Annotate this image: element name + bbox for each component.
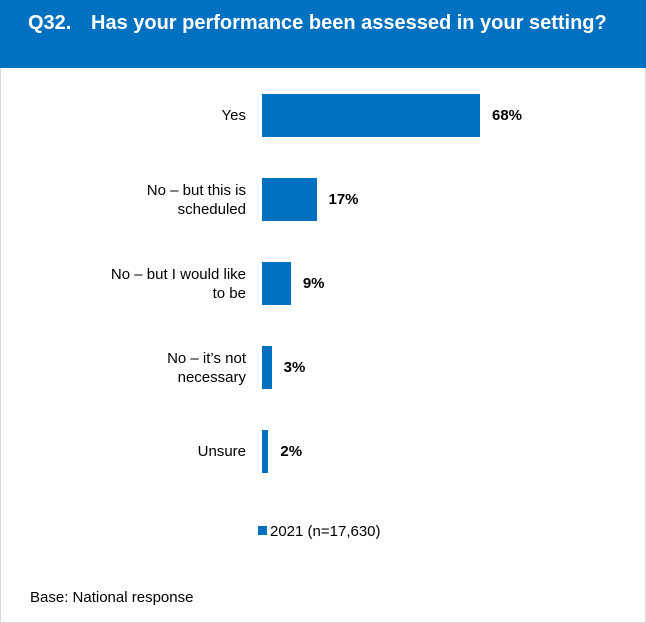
bar-4 (262, 346, 272, 389)
data-label-1: 68% (492, 106, 523, 124)
question-title: Q32. Has your performance been assessed … (28, 11, 618, 35)
legend-label: 2021 (n=17,630) (270, 523, 381, 540)
category-label-3: No – but I would like to be (110, 265, 246, 302)
question-header: Q32. Has your performance been assessed … (0, 0, 646, 68)
base-note: Base: National response (30, 589, 194, 606)
category-label-5: Unsure (197, 443, 246, 460)
category-label-2: No – but this is scheduled (146, 181, 246, 218)
legend-swatch (258, 526, 267, 535)
question-number: Q32. (28, 12, 72, 34)
chart-legend: 2021 (n=17,630) (258, 522, 381, 541)
bar-1 (262, 94, 480, 137)
data-label-2: 17% (328, 190, 359, 208)
bar-3 (262, 262, 291, 305)
data-label-3: 9% (302, 274, 325, 292)
data-label-5: 2% (280, 442, 303, 460)
category-label-4: No – it’s not necessary (167, 349, 246, 386)
bar-2 (262, 178, 317, 221)
category-label-1: Yes (221, 107, 246, 124)
question-text: Has your performance been assessed in yo… (91, 12, 607, 34)
data-label-4: 3% (283, 358, 306, 376)
bar-5 (262, 430, 269, 473)
